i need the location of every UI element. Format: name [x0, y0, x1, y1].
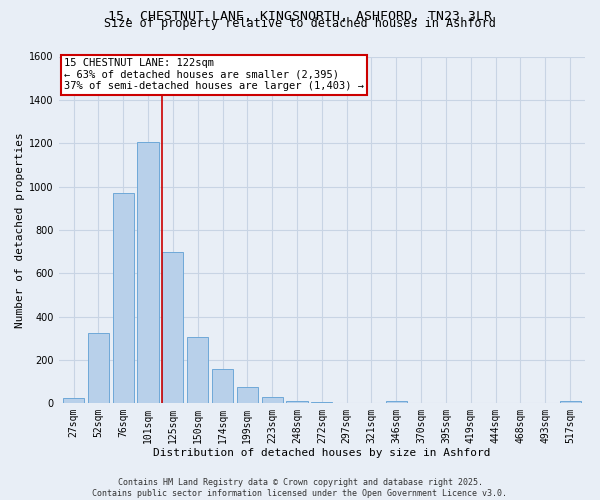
Bar	[113, 193, 134, 403]
X-axis label: Distribution of detached houses by size in Ashford: Distribution of detached houses by size …	[153, 448, 491, 458]
Bar	[212, 368, 233, 403]
Bar	[163, 252, 184, 403]
Bar	[262, 396, 283, 403]
Text: Size of property relative to detached houses in Ashford: Size of property relative to detached ho…	[104, 18, 496, 30]
Bar	[88, 333, 109, 403]
Bar	[386, 401, 407, 403]
Bar	[311, 402, 332, 403]
Text: Contains HM Land Registry data © Crown copyright and database right 2025.
Contai: Contains HM Land Registry data © Crown c…	[92, 478, 508, 498]
Text: 15 CHESTNUT LANE: 122sqm
← 63% of detached houses are smaller (2,395)
37% of sem: 15 CHESTNUT LANE: 122sqm ← 63% of detach…	[64, 58, 364, 92]
Bar	[63, 398, 84, 403]
Text: 15, CHESTNUT LANE, KINGSNORTH, ASHFORD, TN23 3LR: 15, CHESTNUT LANE, KINGSNORTH, ASHFORD, …	[108, 10, 492, 23]
Bar	[137, 142, 158, 403]
Bar	[286, 401, 308, 403]
Bar	[237, 387, 258, 403]
Bar	[187, 337, 208, 403]
Y-axis label: Number of detached properties: Number of detached properties	[15, 132, 25, 328]
Bar	[560, 401, 581, 403]
